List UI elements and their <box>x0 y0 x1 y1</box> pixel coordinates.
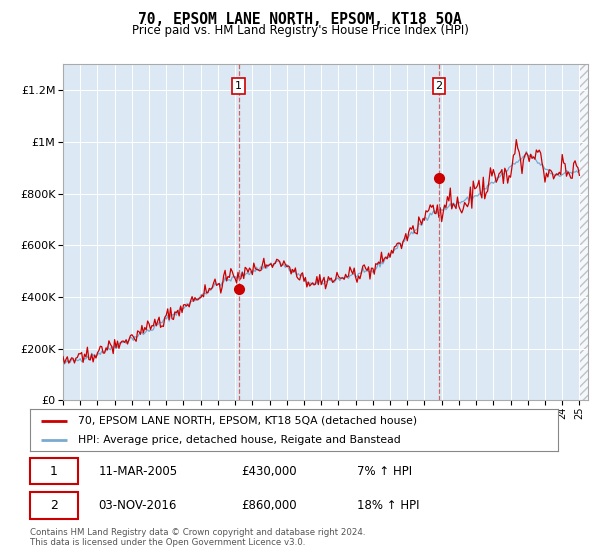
Text: 7% ↑ HPI: 7% ↑ HPI <box>358 465 412 478</box>
FancyBboxPatch shape <box>30 458 77 484</box>
Text: £860,000: £860,000 <box>241 499 297 512</box>
Text: 18% ↑ HPI: 18% ↑ HPI <box>358 499 420 512</box>
Text: 1: 1 <box>235 81 242 91</box>
Text: HPI: Average price, detached house, Reigate and Banstead: HPI: Average price, detached house, Reig… <box>77 435 400 445</box>
Text: 2: 2 <box>436 81 443 91</box>
Text: 03-NOV-2016: 03-NOV-2016 <box>98 499 177 512</box>
Text: 2: 2 <box>50 499 58 512</box>
Text: Contains HM Land Registry data © Crown copyright and database right 2024.
This d: Contains HM Land Registry data © Crown c… <box>30 528 365 547</box>
Text: 70, EPSOM LANE NORTH, EPSOM, KT18 5QA (detached house): 70, EPSOM LANE NORTH, EPSOM, KT18 5QA (d… <box>77 416 416 426</box>
FancyBboxPatch shape <box>30 492 77 519</box>
Text: 1: 1 <box>50 465 58 478</box>
Text: 11-MAR-2005: 11-MAR-2005 <box>98 465 178 478</box>
Text: £430,000: £430,000 <box>241 465 297 478</box>
Text: Price paid vs. HM Land Registry's House Price Index (HPI): Price paid vs. HM Land Registry's House … <box>131 24 469 36</box>
Text: 70, EPSOM LANE NORTH, EPSOM, KT18 5QA: 70, EPSOM LANE NORTH, EPSOM, KT18 5QA <box>138 12 462 27</box>
